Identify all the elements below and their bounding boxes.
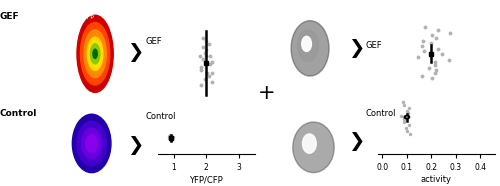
Ellipse shape [24, 132, 50, 186]
Text: mCherry: mCherry [282, 108, 310, 113]
Ellipse shape [90, 44, 100, 64]
Text: YFP/CFP: YFP/CFP [70, 108, 95, 113]
Ellipse shape [293, 122, 334, 173]
Ellipse shape [12, 115, 38, 172]
Ellipse shape [291, 21, 329, 76]
Text: ❯: ❯ [348, 132, 365, 151]
Text: YFP/CFP: YFP/CFP [70, 14, 95, 19]
Ellipse shape [14, 28, 38, 84]
Ellipse shape [17, 35, 35, 77]
Text: Control: Control [146, 112, 176, 121]
Text: Control: Control [0, 109, 38, 118]
Ellipse shape [26, 54, 50, 110]
Ellipse shape [30, 61, 48, 103]
Text: YFP: YFP [17, 45, 28, 50]
Text: GEF: GEF [146, 37, 162, 46]
Text: GEF: GEF [366, 41, 382, 50]
Ellipse shape [15, 122, 34, 165]
Text: GEF: GEF [0, 12, 20, 21]
Ellipse shape [298, 30, 318, 61]
Ellipse shape [22, 139, 27, 149]
Ellipse shape [86, 134, 98, 153]
Text: ❯: ❯ [127, 136, 144, 155]
Ellipse shape [82, 128, 102, 159]
Ellipse shape [28, 139, 46, 181]
Text: ❯: ❯ [127, 43, 144, 62]
Ellipse shape [77, 121, 106, 166]
Text: YFP: YFP [17, 126, 28, 132]
Ellipse shape [93, 49, 98, 58]
X-axis label: activity: activity [421, 175, 452, 184]
Circle shape [404, 116, 409, 118]
Ellipse shape [88, 37, 103, 70]
Ellipse shape [72, 114, 111, 173]
Text: Control: Control [366, 109, 396, 118]
Text: ❯: ❯ [348, 39, 365, 58]
Ellipse shape [32, 68, 44, 96]
Ellipse shape [36, 77, 40, 87]
Ellipse shape [80, 23, 110, 85]
Text: CFP: CFP [4, 19, 16, 24]
Text: YFP/CFP = 0.71: YFP/CFP = 0.71 [75, 177, 117, 182]
Text: CFP: CFP [4, 104, 16, 109]
Text: mCherry-GEF: mCherry-GEF [282, 8, 325, 13]
Text: YFP/CFP = 2.85: YFP/CFP = 2.85 [75, 96, 117, 101]
Ellipse shape [20, 42, 32, 70]
X-axis label: YFP/CFP: YFP/CFP [190, 175, 223, 184]
Ellipse shape [24, 51, 28, 61]
Ellipse shape [77, 15, 113, 92]
Ellipse shape [30, 146, 44, 174]
Ellipse shape [302, 134, 316, 153]
Ellipse shape [84, 30, 106, 78]
Ellipse shape [302, 36, 312, 52]
Ellipse shape [18, 129, 31, 158]
Ellipse shape [35, 155, 40, 165]
Text: +: + [258, 83, 275, 103]
Ellipse shape [298, 129, 324, 161]
